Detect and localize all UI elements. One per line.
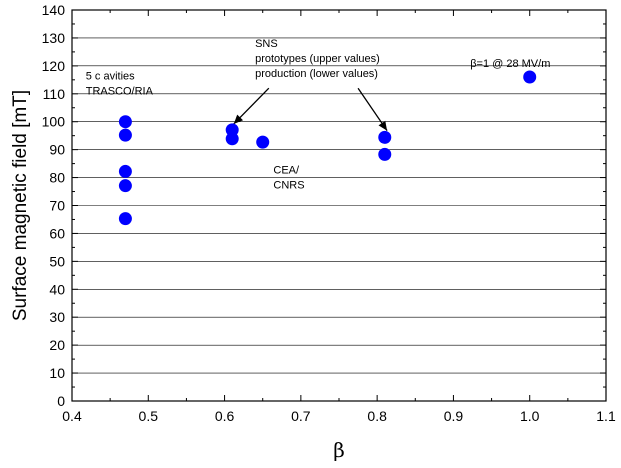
gridlines xyxy=(72,37,606,374)
x-tick-label: 0.9 xyxy=(444,408,464,424)
data-points xyxy=(118,70,537,226)
y-tick-label: 40 xyxy=(49,281,65,297)
y-tick-label: 120 xyxy=(42,58,66,74)
annotation-trasco: 5 c avities xyxy=(86,70,135,82)
y-tick-label: 130 xyxy=(42,30,66,46)
y-tick-label: 140 xyxy=(42,2,66,18)
y-tick-label: 0 xyxy=(57,393,65,409)
y-tick-label: 90 xyxy=(49,142,65,158)
annotation-sns: prototypes (upper values) xyxy=(255,53,380,65)
data-point xyxy=(225,123,239,137)
data-point xyxy=(118,115,132,129)
x-tick-label: 1.0 xyxy=(520,408,540,424)
y-axis-tick-labels: 0 10 20 30 40 50 60 70 80 90 100 110 120 130 140 xyxy=(42,2,66,409)
x-axis-title: β xyxy=(333,438,345,462)
x-tick-label: 1.1 xyxy=(596,408,616,424)
axis-ticks xyxy=(71,9,607,402)
annotation-cea: CEA/ xyxy=(273,164,300,176)
data-point xyxy=(378,147,392,161)
y-tick-label: 60 xyxy=(49,225,65,241)
data-point xyxy=(118,212,132,226)
annotations: 5 c avities TRASCO/RIA SNS prototypes (uppe… xyxy=(86,38,551,192)
annotation-beta1: β=1 @ 28 MV/m xyxy=(470,58,550,70)
annotation-trasco: TRASCO/RIA xyxy=(86,85,154,97)
y-tick-label: 110 xyxy=(43,86,66,102)
y-tick-label: 20 xyxy=(49,337,65,353)
y-tick-label: 100 xyxy=(42,114,66,130)
y-tick-label: 80 xyxy=(49,170,65,186)
x-tick-label: 0.4 xyxy=(62,408,82,424)
x-tick-label: 0.7 xyxy=(291,408,311,424)
data-point xyxy=(118,164,132,178)
data-point xyxy=(118,128,132,142)
arrow-head xyxy=(233,114,244,124)
y-axis-title: Surface magnetic field [mT] xyxy=(10,90,31,321)
arrow-head xyxy=(378,120,388,131)
x-tick-label: 0.6 xyxy=(215,408,235,424)
y-tick-label: 70 xyxy=(49,198,65,214)
annotation-cea: CNRS xyxy=(273,179,304,191)
data-point xyxy=(225,132,239,146)
data-point xyxy=(378,130,392,144)
x-axis-tick-labels: 0.4 0.5 0.6 0.7 0.8 0.9 1.0 1.1 xyxy=(62,408,616,424)
annotation-sns: production (lower values) xyxy=(255,68,378,80)
annotation-arrows xyxy=(233,87,388,132)
data-point xyxy=(256,135,270,149)
x-tick-label: 0.5 xyxy=(139,408,159,424)
data-point xyxy=(523,70,537,84)
y-tick-label: 10 xyxy=(49,365,65,381)
x-tick-label: 0.8 xyxy=(367,408,387,424)
y-tick-label: 30 xyxy=(49,309,65,325)
y-tick-label: 50 xyxy=(49,253,65,269)
data-point xyxy=(118,179,132,193)
annotation-sns: SNS xyxy=(255,38,278,50)
